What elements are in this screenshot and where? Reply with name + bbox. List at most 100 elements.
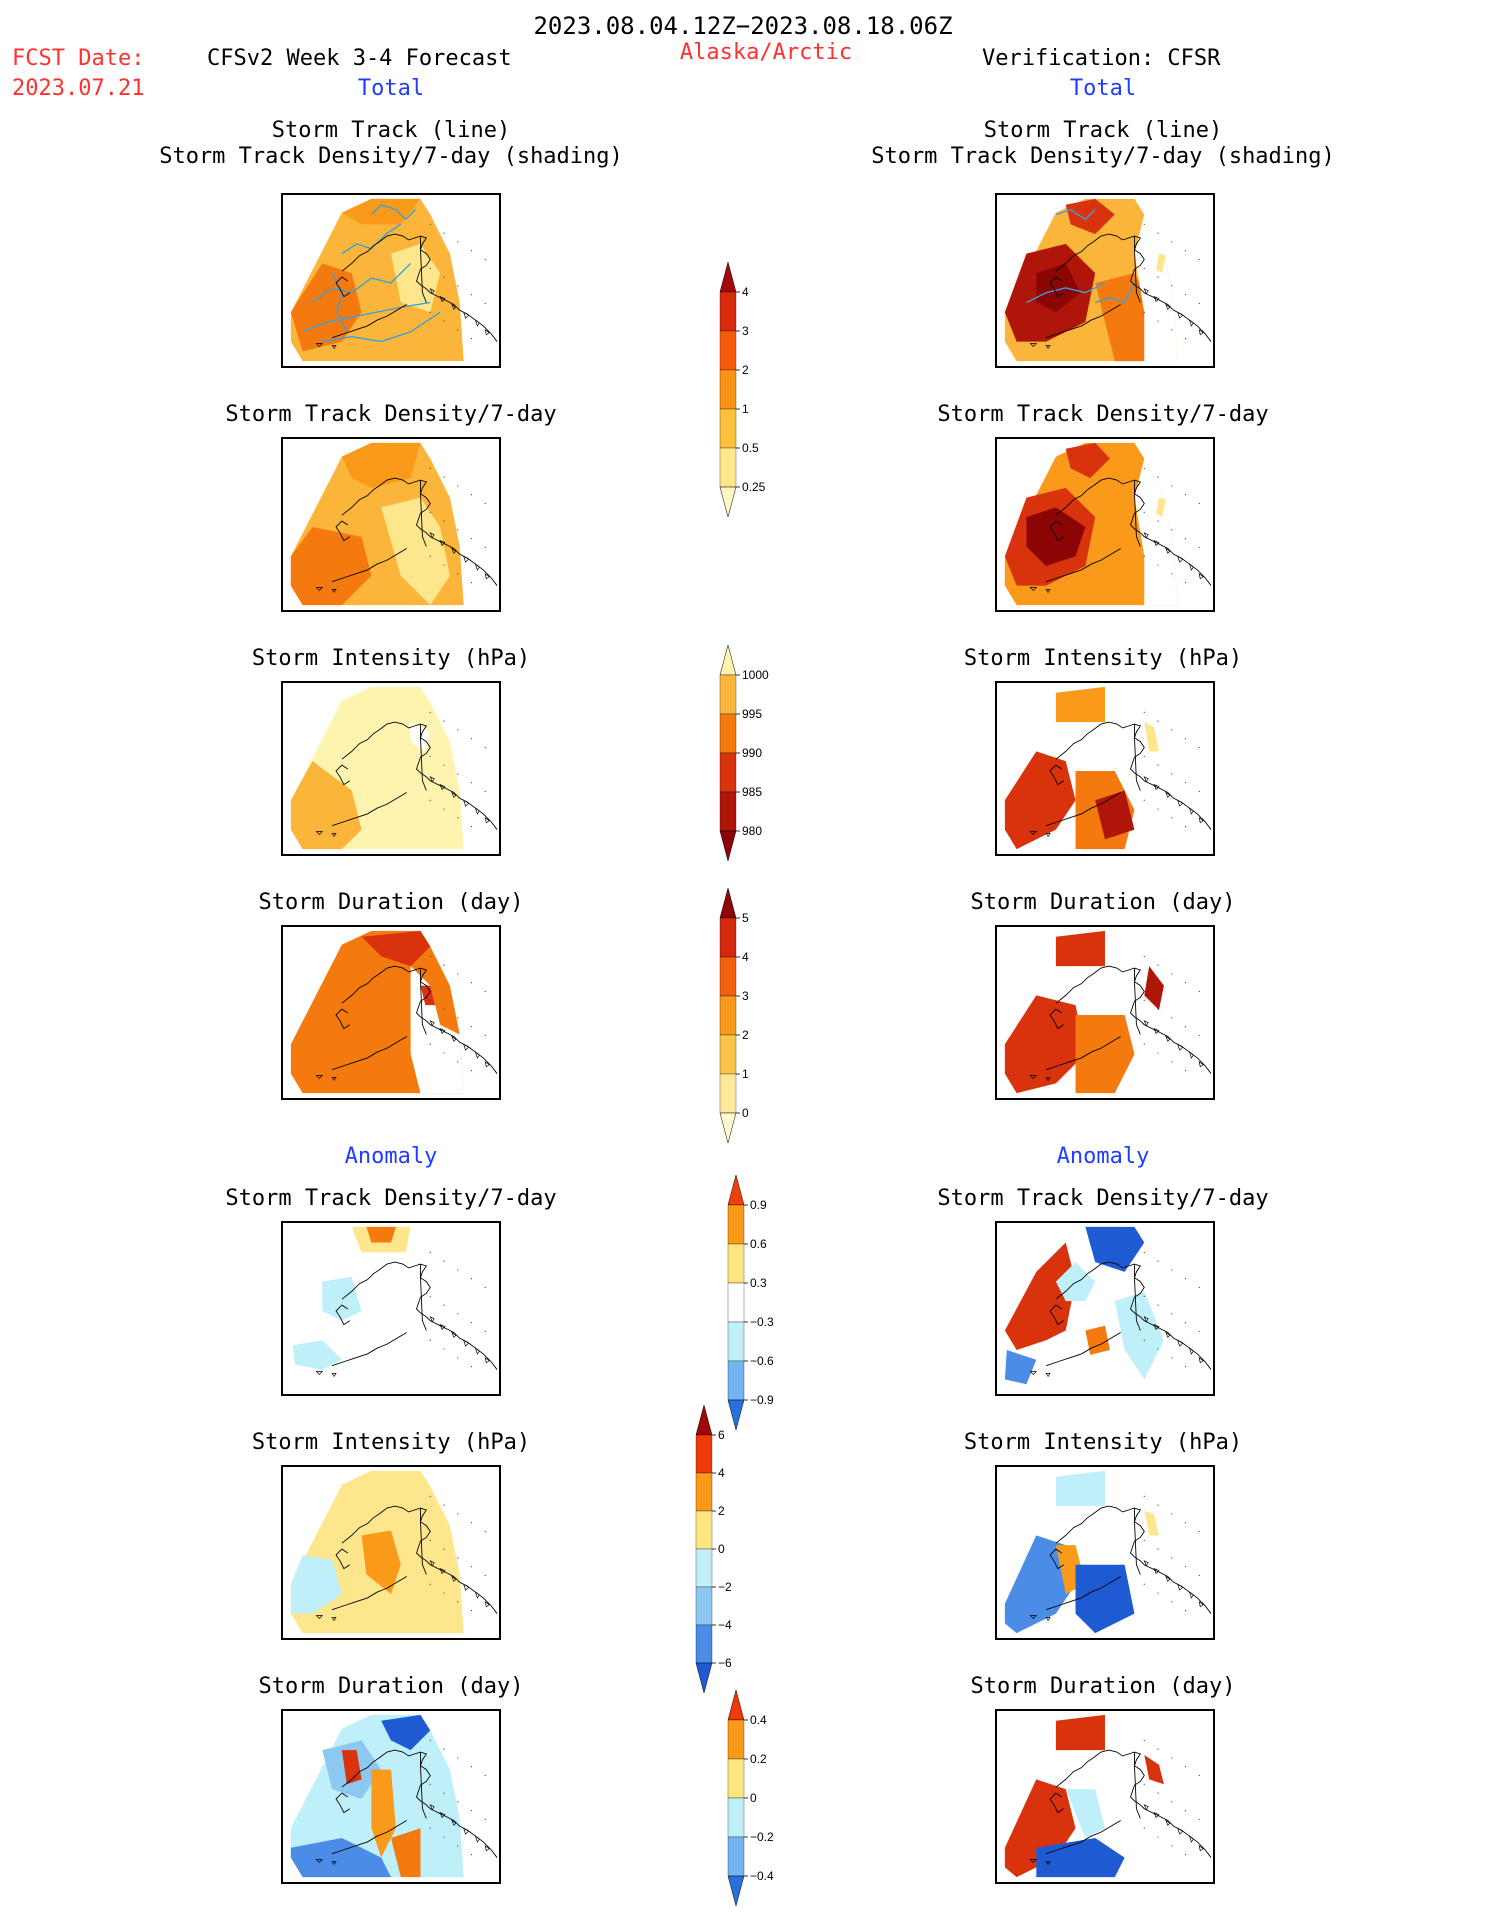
map-shading-region bbox=[1075, 1014, 1135, 1094]
vf-anom-density-title: Storm Track Density/7-day bbox=[937, 1186, 1269, 1211]
colorbar-segment bbox=[727, 1797, 745, 1838]
map-border bbox=[420, 480, 427, 547]
map-shading-region bbox=[1095, 790, 1135, 840]
map-shading-region bbox=[1156, 253, 1166, 274]
map-shading-region bbox=[361, 930, 431, 967]
colorbar-tick-label: 985 bbox=[742, 785, 762, 799]
map-shading-region bbox=[1055, 930, 1105, 967]
map-shading-region bbox=[1144, 722, 1159, 752]
map-border bbox=[1134, 480, 1141, 547]
map-shading-region bbox=[1156, 497, 1166, 518]
map-shading-region bbox=[1004, 995, 1086, 1094]
map-shading-region bbox=[1114, 1291, 1164, 1380]
colorbar-tick-label: 0.2 bbox=[750, 1752, 767, 1766]
colorbar-segment bbox=[719, 956, 737, 997]
fc-anom-intensity-title: Storm Intensity (hPa) bbox=[251, 1430, 531, 1455]
colorbar-tick-label: 990 bbox=[742, 746, 762, 760]
verification-anomaly-intensity-map bbox=[995, 1465, 1215, 1640]
colorbar-tick-label: 0.25 bbox=[742, 480, 766, 494]
colorbar-tick-label: −0.2 bbox=[750, 1830, 774, 1844]
map-storm-track bbox=[370, 203, 417, 221]
map-shading-region bbox=[341, 442, 421, 488]
colorbar-tick-label: −0.9 bbox=[750, 1393, 774, 1407]
colorbar-tick-label: 1 bbox=[742, 1067, 749, 1081]
forecast-track-map bbox=[281, 193, 501, 368]
map-border bbox=[1134, 968, 1141, 1035]
forecast-anomaly-duration-map bbox=[281, 1709, 501, 1884]
map-coastline bbox=[331, 1261, 498, 1370]
map-shading-region bbox=[1036, 263, 1081, 313]
colorbar-segment bbox=[695, 1586, 713, 1626]
colorbar-segment bbox=[695, 1472, 713, 1512]
colorbar-segment bbox=[727, 1360, 745, 1401]
map-shading-region bbox=[361, 1530, 401, 1595]
verification-track-map bbox=[995, 193, 1215, 368]
map-coastline bbox=[331, 477, 498, 586]
colorbar-segment bbox=[695, 1434, 713, 1474]
map-shading-region bbox=[1144, 966, 1164, 1011]
period-title: 2023.08.04.12Z−2023.08.18.06Z bbox=[533, 12, 953, 40]
colorbar-segment bbox=[727, 1204, 745, 1245]
forecast-duration-map bbox=[281, 925, 501, 1100]
colorbar-tick-label: 4 bbox=[742, 285, 749, 299]
map-islands bbox=[315, 776, 490, 838]
map-islands bbox=[1029, 1316, 1204, 1378]
colorbar-segment bbox=[719, 713, 737, 754]
map-shading-region bbox=[381, 1714, 431, 1751]
map-border bbox=[1134, 1508, 1141, 1575]
map-shading-region bbox=[1004, 1350, 1037, 1385]
forecast-intensity-map bbox=[281, 681, 501, 856]
colorbar-segment bbox=[719, 369, 737, 410]
map-coastline bbox=[331, 1505, 498, 1614]
fcst-date-label: FCST Date: bbox=[12, 46, 145, 71]
map-islands bbox=[1029, 1020, 1204, 1082]
map-shading-region bbox=[1134, 214, 1178, 362]
map-coastline bbox=[331, 233, 498, 342]
forecast-anomaly-intensity-map bbox=[281, 1465, 501, 1640]
colorbar-segment bbox=[727, 1836, 745, 1877]
colorbar-segment bbox=[719, 291, 737, 332]
colorbar-bottom-triangle bbox=[719, 486, 737, 518]
vf-intensity-title: Storm Intensity (hPa) bbox=[963, 646, 1243, 671]
map-shading-region bbox=[1075, 1564, 1135, 1634]
colorbar-segment bbox=[727, 1243, 745, 1284]
left-total-label: Total bbox=[357, 76, 425, 101]
map-storm-track bbox=[331, 272, 348, 333]
vf-anom-intensity-title: Storm Intensity (hPa) bbox=[963, 1430, 1243, 1455]
map-shading-region bbox=[1065, 198, 1115, 235]
map-shading-region bbox=[1144, 1754, 1164, 1785]
map-coastline bbox=[1045, 965, 1212, 1074]
colorbar-tick-label: 5 bbox=[742, 911, 749, 925]
forecast-density-map bbox=[281, 437, 501, 612]
map-shading-region bbox=[341, 198, 421, 225]
map-shading-region bbox=[1065, 1789, 1105, 1839]
colorbar-tick-label: 2 bbox=[718, 1504, 725, 1518]
colorbar-bottom-triangle bbox=[695, 1662, 713, 1694]
fc-anom-duration-title: Storm Duration (day) bbox=[258, 1674, 524, 1699]
map-border bbox=[1134, 1264, 1141, 1331]
colorbar-top-triangle bbox=[695, 1404, 713, 1436]
verification-anomaly-density-map bbox=[995, 1221, 1215, 1396]
fc-density-title: Storm Track Density/7-day bbox=[225, 402, 557, 427]
map-coastline bbox=[1045, 233, 1212, 342]
map-border bbox=[420, 236, 427, 303]
colorbar-top-triangle bbox=[719, 261, 737, 293]
colorbar-tick-label: 980 bbox=[742, 824, 762, 838]
vf-anom-duration-title: Storm Duration (day) bbox=[970, 1674, 1236, 1699]
colorbar-tick-label: 2 bbox=[742, 1028, 749, 1042]
map-shading-region bbox=[1065, 442, 1110, 479]
map-shading-region bbox=[1134, 458, 1178, 606]
map-border bbox=[420, 968, 427, 1035]
intensity-anomaly-colorbar: 6 4 2 0 −2 −4 −6 bbox=[695, 1404, 756, 1713]
intensity-total-colorbar: 1000 995 990 985 980 bbox=[719, 644, 780, 881]
map-border bbox=[420, 1752, 427, 1819]
colorbar-tick-label: 6 bbox=[718, 1428, 725, 1442]
vf-duration-title: Storm Duration (day) bbox=[970, 890, 1236, 915]
map-islands bbox=[1029, 1560, 1204, 1622]
map-islands bbox=[1029, 532, 1204, 594]
fc-track-line-title: Storm Track (line) bbox=[271, 118, 511, 143]
colorbar-segment bbox=[695, 1624, 713, 1664]
map-shading-region bbox=[1004, 1535, 1076, 1634]
verification-anomaly-duration-map bbox=[995, 1709, 1215, 1884]
verification-duration-map bbox=[995, 925, 1215, 1100]
